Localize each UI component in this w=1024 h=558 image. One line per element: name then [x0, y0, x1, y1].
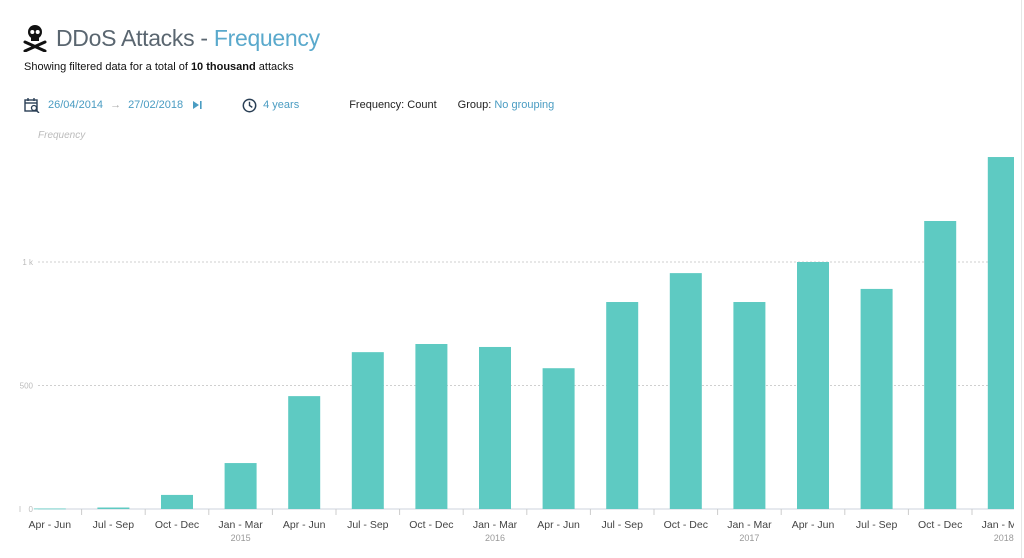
x-year-label: 2018 — [994, 533, 1014, 543]
arrow-right-icon: → — [110, 99, 122, 111]
date-to[interactable]: 27/02/2018 — [128, 99, 184, 111]
x-tick-label: Jul - Sep — [347, 519, 389, 531]
x-tick-label: Oct - Dec — [409, 519, 453, 531]
bar[interactable] — [860, 288, 893, 509]
y-tick-label: 0 — [29, 505, 34, 514]
title-separator: - — [194, 24, 214, 51]
bar[interactable] — [97, 507, 130, 509]
y-tick-label: 500 — [20, 382, 34, 391]
bar[interactable] — [669, 273, 702, 509]
duration-selector[interactable]: 4 years — [263, 99, 300, 111]
skull-crossbones-icon — [23, 25, 47, 52]
x-tick-label: Jul - Sep — [601, 519, 643, 531]
bar[interactable] — [288, 396, 321, 509]
x-tick-label: Apr - Jun — [28, 519, 71, 531]
bar[interactable] — [797, 262, 829, 509]
frequency-selector[interactable]: Frequency: Count — [349, 99, 437, 111]
x-tick-label: Apr - Jun — [537, 519, 580, 531]
x-year-label: 2017 — [739, 533, 759, 543]
x-year-label: 2016 — [485, 533, 505, 543]
x-tick-label: Jan - Mar — [473, 519, 518, 531]
toolbar: 26/04/2014 → 27/02/2018 4 years Frequenc… — [24, 97, 554, 113]
x-tick-label: Oct - Dec — [918, 519, 962, 531]
x-tick-label: Apr - Jun — [792, 519, 835, 531]
x-tick-label: Jan - Mar — [982, 519, 1024, 531]
bar[interactable] — [733, 302, 766, 509]
bar[interactable] — [161, 494, 193, 509]
x-tick-label: Oct - Dec — [664, 519, 708, 531]
bar[interactable] — [606, 302, 639, 509]
skip-to-end-icon[interactable] — [192, 100, 202, 110]
page-title: DDoS Attacks - Frequency — [22, 24, 320, 52]
bar[interactable] — [351, 352, 384, 509]
title-accent: Frequency — [213, 24, 320, 51]
x-tick-label: Jul - Sep — [856, 519, 898, 531]
x-tick-label: Jan - Mar — [218, 519, 263, 531]
subtitle: Showing filtered data for a total of 10 … — [24, 61, 294, 73]
x-tick-label: Oct - Dec — [155, 519, 199, 531]
subtitle-total: 10 thousand — [190, 61, 256, 73]
bar[interactable] — [224, 463, 257, 509]
clock-icon[interactable] — [242, 98, 257, 113]
date-from[interactable]: 26/04/2014 — [48, 99, 104, 111]
x-tick-label: Apr - Jun — [283, 519, 326, 531]
y-axis-label: Frequency — [38, 130, 86, 141]
group-label: Group: — [457, 99, 495, 111]
panel-border — [1021, 0, 1022, 558]
group-selector[interactable]: No grouping — [494, 99, 555, 111]
x-tick-label: Jan - Mar — [727, 519, 772, 531]
subtitle-suffix: attacks — [255, 61, 294, 73]
bar[interactable] — [924, 220, 957, 510]
x-tick-label: Jul - Sep — [93, 519, 135, 531]
bar[interactable] — [415, 344, 448, 509]
bar[interactable] — [479, 346, 511, 509]
subtitle-prefix: Showing filtered data for a total of — [24, 61, 191, 73]
bar[interactable] — [542, 368, 575, 509]
y-tick-label: 1 k — [22, 258, 34, 267]
calendar-search-icon[interactable] — [24, 97, 40, 113]
bar[interactable] — [987, 157, 1020, 509]
title-main: DDoS Attacks — [56, 24, 195, 51]
x-year-label: 2015 — [231, 533, 251, 543]
bar[interactable] — [33, 508, 66, 510]
